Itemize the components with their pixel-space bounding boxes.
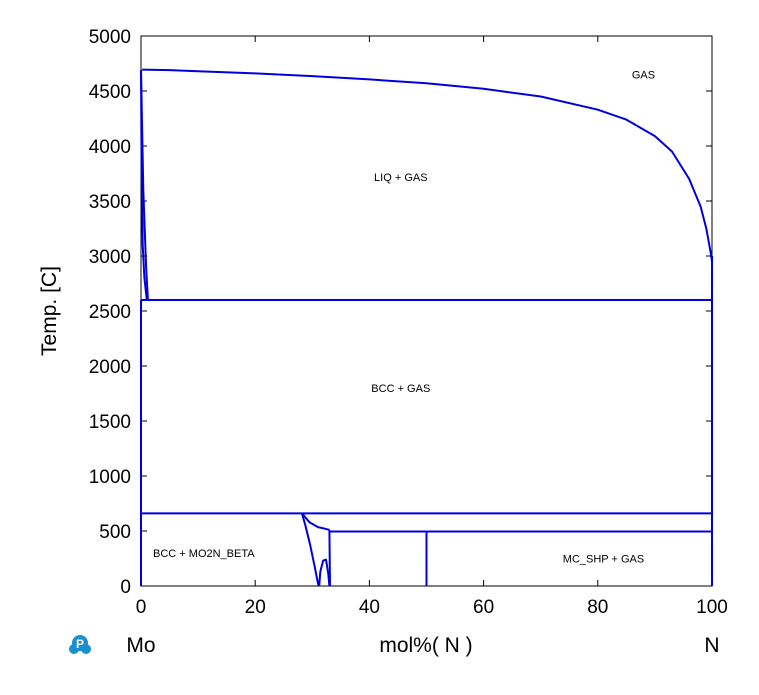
x-tick-label: 0 xyxy=(136,597,147,618)
x-tick-label: 20 xyxy=(245,597,266,618)
curves-layer xyxy=(140,68,713,587)
phase-region-label: BCC + MO2N_BETA xyxy=(153,548,255,560)
phase-region-label: MC_SHP + GAS xyxy=(563,554,644,566)
phase-boundary-mo2n-left-boundary xyxy=(301,513,320,587)
x-tick-label: 80 xyxy=(587,597,608,618)
plot-frame xyxy=(140,35,713,587)
x-tick-label: 60 xyxy=(473,597,494,618)
regions-layer: GAS LIQ + GAS BCC + GAS BCC + MO2N_BETA MC_S… xyxy=(153,70,655,566)
svg-text:P: P xyxy=(76,637,84,651)
phase-region-label: GAS xyxy=(632,70,655,82)
y-axis-title: Temp. [C] xyxy=(38,266,61,356)
left-element-label: Mo xyxy=(126,634,155,657)
right-element-label: N xyxy=(704,634,719,657)
phase-boundary-gas-liquidus xyxy=(142,68,713,262)
y-tick-label: 0 xyxy=(120,577,131,598)
software-logo: P xyxy=(69,635,91,654)
phase-boundary-mo2n-upper-right xyxy=(301,512,330,531)
phase-region-label: BCC + GAS xyxy=(371,383,430,395)
ticks-layer: 0 20 40 60 80 1000500100015002000250030003500… xyxy=(89,27,728,618)
phase-boundary-mo-liquidus-inner xyxy=(140,70,149,299)
y-tick-label: 1500 xyxy=(89,412,131,433)
phase-boundary-mo2n-dome xyxy=(318,558,331,587)
y-tick-label: 2500 xyxy=(89,302,131,323)
phase-boundary-mo2n-right-boundary xyxy=(328,529,331,587)
y-tick-label: 1000 xyxy=(89,467,131,488)
x-tick-label: 40 xyxy=(359,597,380,618)
y-tick-label: 500 xyxy=(99,522,131,543)
x-tick-label: 100 xyxy=(696,597,728,618)
y-tick-label: 4500 xyxy=(89,82,131,103)
phase-region-label: LIQ + GAS xyxy=(374,172,428,184)
y-tick-label: 3000 xyxy=(89,247,131,268)
y-tick-label: 2000 xyxy=(89,357,131,378)
y-tick-label: 4000 xyxy=(89,137,131,158)
x-axis-title: mol%( N ) xyxy=(379,634,472,657)
y-tick-label: 5000 xyxy=(89,27,131,48)
y-tick-label: 3500 xyxy=(89,192,131,213)
